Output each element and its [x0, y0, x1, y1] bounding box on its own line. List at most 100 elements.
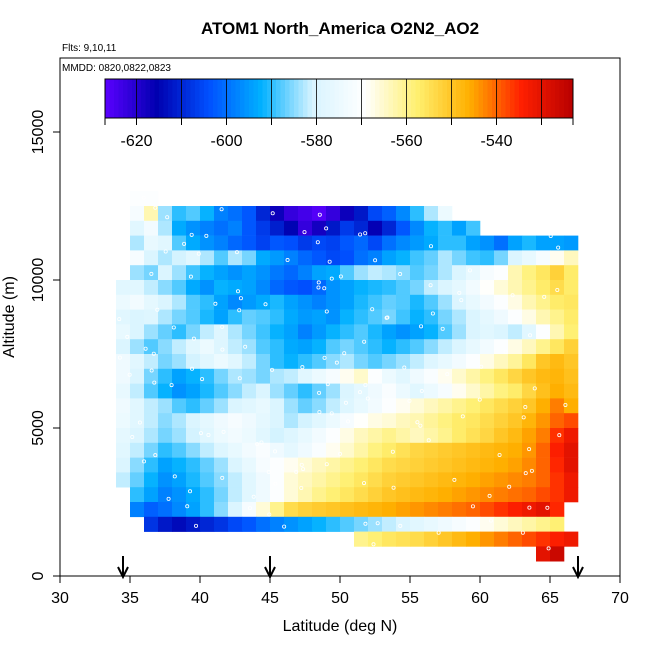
heatmap-cell: [130, 472, 145, 488]
sample-point: [324, 309, 329, 314]
heatmap-cell: [410, 235, 425, 251]
heatmap-cell: [354, 294, 369, 310]
heatmap-cell: [396, 235, 411, 251]
heatmap-cell: [424, 398, 439, 414]
heatmap-cell: [172, 398, 187, 414]
heatmap-cell: [452, 487, 467, 503]
sample-point: [285, 258, 290, 263]
heatmap-cell: [452, 220, 467, 236]
colorbar-segment: [366, 79, 371, 118]
heatmap-cell: [424, 457, 439, 473]
heatmap-cell: [130, 309, 145, 325]
heatmap-cell: [326, 472, 341, 488]
heatmap-cell: [424, 472, 439, 488]
colorbar-segment: [267, 79, 272, 118]
heatmap-cell: [410, 428, 425, 444]
heatmap-cell: [536, 383, 551, 399]
heatmap-cell: [284, 457, 299, 473]
heatmap-cell: [522, 250, 537, 266]
heatmap-cell: [368, 413, 383, 429]
heatmap-cell: [158, 398, 173, 414]
heatmap-cell: [424, 235, 439, 251]
heatmap-cell: [354, 457, 369, 473]
colorbar-segment: [406, 79, 412, 118]
heatmap-cell: [186, 516, 201, 532]
heatmap-cell: [480, 428, 495, 444]
sample-point: [302, 230, 307, 235]
colorbar-segment: [402, 79, 407, 118]
sample-point: [267, 512, 272, 517]
heatmap-cell: [480, 516, 495, 532]
y-axis: 0 5000 10000 15000: [30, 110, 60, 580]
heatmap-cell: [424, 502, 439, 518]
heatmap-cell: [382, 442, 397, 458]
colorbar-segment: [235, 79, 241, 118]
heatmap-cell: [144, 502, 159, 518]
heatmap-cell: [256, 442, 271, 458]
heatmap-cell: [354, 368, 369, 384]
heatmap-cell: [312, 250, 327, 266]
heatmap-cell: [550, 250, 565, 266]
heatmap-cell: [326, 220, 341, 236]
heatmap-cell: [508, 339, 523, 355]
sample-point: [169, 383, 174, 388]
colorbar-segment: [307, 79, 313, 118]
heatmap-cell: [340, 294, 355, 310]
colorbar-segment: [420, 79, 425, 118]
heatmap-cell: [410, 383, 425, 399]
heatmap-cell: [172, 487, 187, 503]
heatmap-cell: [438, 472, 453, 488]
heatmap-cell: [564, 265, 579, 281]
heatmap-cell: [144, 516, 159, 532]
sample-point: [324, 462, 329, 467]
heatmap-cell: [452, 472, 467, 488]
heatmap-cell: [354, 324, 369, 340]
heatmap-cell: [536, 309, 551, 325]
colorbar-segment: [375, 79, 380, 118]
heatmap-cell: [228, 265, 243, 281]
heatmap-cell: [242, 428, 257, 444]
heatmap-cell: [298, 309, 313, 325]
colorbar-segment: [397, 79, 403, 118]
heatmap-cell: [522, 324, 537, 340]
heatmap-cell: [466, 442, 481, 458]
sample-point: [357, 390, 362, 395]
heatmap-cell: [186, 309, 201, 325]
heatmap-cell: [438, 324, 453, 340]
heatmap-cell: [508, 235, 523, 251]
heatmap-cell: [368, 516, 383, 532]
heatmap-cell: [438, 383, 453, 399]
sample-point: [155, 307, 160, 312]
colorbar-segment: [483, 79, 488, 118]
colorbar-tick-label: -540: [480, 133, 512, 150]
heatmap-cell: [536, 487, 551, 503]
heatmap-cell: [270, 309, 285, 325]
heatmap-cell: [256, 472, 271, 488]
heatmap-cell: [228, 502, 243, 518]
heatmap-cell: [144, 206, 159, 222]
colorbar-segment: [262, 79, 268, 118]
heatmap-cell: [494, 442, 509, 458]
heatmap-cell: [242, 206, 257, 222]
sample-point: [172, 474, 177, 479]
heatmap-cell: [256, 324, 271, 340]
colorbar-segment: [204, 79, 209, 118]
heatmap-cell: [312, 368, 327, 384]
sample-point: [375, 521, 380, 526]
heatmap-cell: [494, 428, 509, 444]
heatmap-cell: [340, 413, 355, 429]
heatmap-cell: [536, 398, 551, 414]
heatmap-cell: [256, 206, 271, 222]
heatmap-cell: [270, 398, 285, 414]
heatmap-cell: [550, 235, 565, 251]
heatmap-cell: [340, 383, 355, 399]
heatmap-cell: [564, 457, 579, 473]
heatmap-cell: [452, 457, 467, 473]
colorbar-segment: [114, 79, 119, 118]
sample-point: [190, 366, 195, 371]
heatmap-cell: [326, 487, 341, 503]
heatmap-cell: [368, 442, 383, 458]
colorbar-segment: [357, 79, 362, 118]
heatmap-cell: [242, 324, 257, 340]
heatmap-cell: [228, 368, 243, 384]
